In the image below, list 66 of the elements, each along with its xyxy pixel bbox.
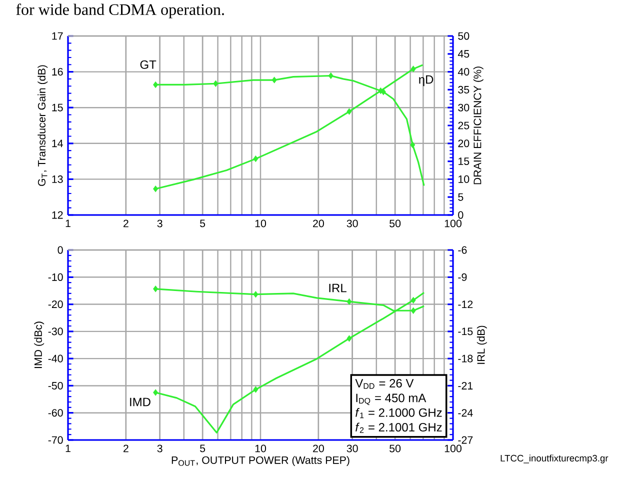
y2-tick-label: -24 bbox=[458, 409, 473, 417]
y2-tick-label: 5 bbox=[458, 193, 464, 201]
y-tick-label: -70 bbox=[48, 436, 63, 444]
annotation: GT bbox=[140, 60, 156, 69]
x-tick-label: 100 bbox=[444, 444, 462, 452]
y2-axis-title: DRAIN EFFICIENCY (%) bbox=[473, 66, 484, 184]
y2-tick-label: -21 bbox=[458, 382, 473, 390]
annotation: f$_{1}$ = 2.1000 GHz bbox=[356, 408, 442, 418]
y-tick-label: 16 bbox=[52, 68, 63, 76]
y-tick-label: 14 bbox=[52, 140, 63, 148]
y2-tick-label: 40 bbox=[458, 68, 470, 76]
x-axis-title: P$_{OUT}$, OUTPUT POWER (Watts PEP) bbox=[172, 456, 350, 466]
y2-tick-label: 35 bbox=[458, 86, 470, 94]
y2-tick-label: -27 bbox=[458, 436, 473, 444]
y2-tick-label: -18 bbox=[458, 354, 473, 362]
chart-title: for wide band CDMA operation. bbox=[16, 4, 224, 18]
annotation: IRL bbox=[329, 284, 346, 292]
y2-tick-label: -9 bbox=[458, 273, 467, 281]
text: LTCC_inoutfixturecmp3.gr bbox=[500, 454, 608, 464]
x-tick-label: 2 bbox=[124, 444, 128, 452]
y-tick-label: 0 bbox=[58, 246, 63, 254]
x-tick-label: 1 bbox=[66, 220, 70, 228]
y-tick-label: -20 bbox=[48, 300, 63, 308]
y-tick-label: -40 bbox=[48, 354, 63, 362]
y2-tick-label: 45 bbox=[458, 50, 470, 58]
y2-axis-title: IRL (dB) bbox=[476, 326, 487, 364]
x-tick-label: 2 bbox=[124, 220, 128, 228]
annotation: f$_{2}$ = 2.1001 GHz bbox=[356, 422, 442, 433]
annotation: ηD bbox=[419, 75, 434, 86]
y2-tick-label: 10 bbox=[458, 175, 470, 183]
x-tick-label: 1 bbox=[66, 444, 70, 452]
x-tick-label: 20 bbox=[313, 444, 324, 452]
y-axis-title: G$_{T}$, Transducer Gain (dB) bbox=[38, 65, 48, 186]
y2-tick-label: 0 bbox=[458, 211, 464, 219]
y-tick-label: -60 bbox=[48, 409, 63, 417]
annotation: I$_{DQ}$ = 450 mA bbox=[356, 394, 426, 406]
x-tick-label: 30 bbox=[346, 220, 358, 228]
x-tick-label: 10 bbox=[255, 220, 266, 228]
y2-tick-label: 15 bbox=[458, 158, 470, 166]
y2-tick-label: 50 bbox=[458, 32, 470, 40]
x-tick-label: 50 bbox=[390, 444, 401, 452]
x-tick-label: 5 bbox=[200, 220, 206, 228]
x-tick-label: 30 bbox=[346, 444, 358, 452]
annotation: IMD bbox=[130, 398, 150, 406]
y-tick-label: -50 bbox=[48, 382, 63, 390]
y-tick-label: 17 bbox=[52, 32, 63, 40]
y-axis-title: IMD (dBc) bbox=[34, 322, 44, 368]
x-tick-label: 3 bbox=[157, 444, 162, 452]
y2-tick-label: 30 bbox=[458, 104, 470, 112]
x-tick-label: 5 bbox=[200, 444, 206, 452]
y-tick-label: -30 bbox=[48, 328, 63, 336]
y-tick-label: 13 bbox=[52, 175, 63, 183]
x-tick-label: 10 bbox=[255, 444, 266, 452]
y2-tick-label: -12 bbox=[458, 300, 473, 308]
x-tick-label: 20 bbox=[313, 220, 324, 228]
y2-tick-label: -15 bbox=[458, 328, 473, 336]
y-tick-label: 15 bbox=[52, 104, 63, 112]
x-tick-label: 100 bbox=[444, 220, 462, 228]
y2-tick-label: 20 bbox=[458, 140, 470, 148]
x-tick-label: 50 bbox=[390, 220, 401, 228]
y-tick-label: -10 bbox=[48, 273, 63, 281]
annotation: V$_{DD}$ = 26 V bbox=[355, 379, 414, 389]
y2-tick-label: -6 bbox=[458, 246, 467, 254]
x-tick-label: 3 bbox=[157, 220, 162, 228]
y-tick-label: 12 bbox=[52, 211, 63, 219]
y2-tick-label: 25 bbox=[458, 122, 470, 130]
